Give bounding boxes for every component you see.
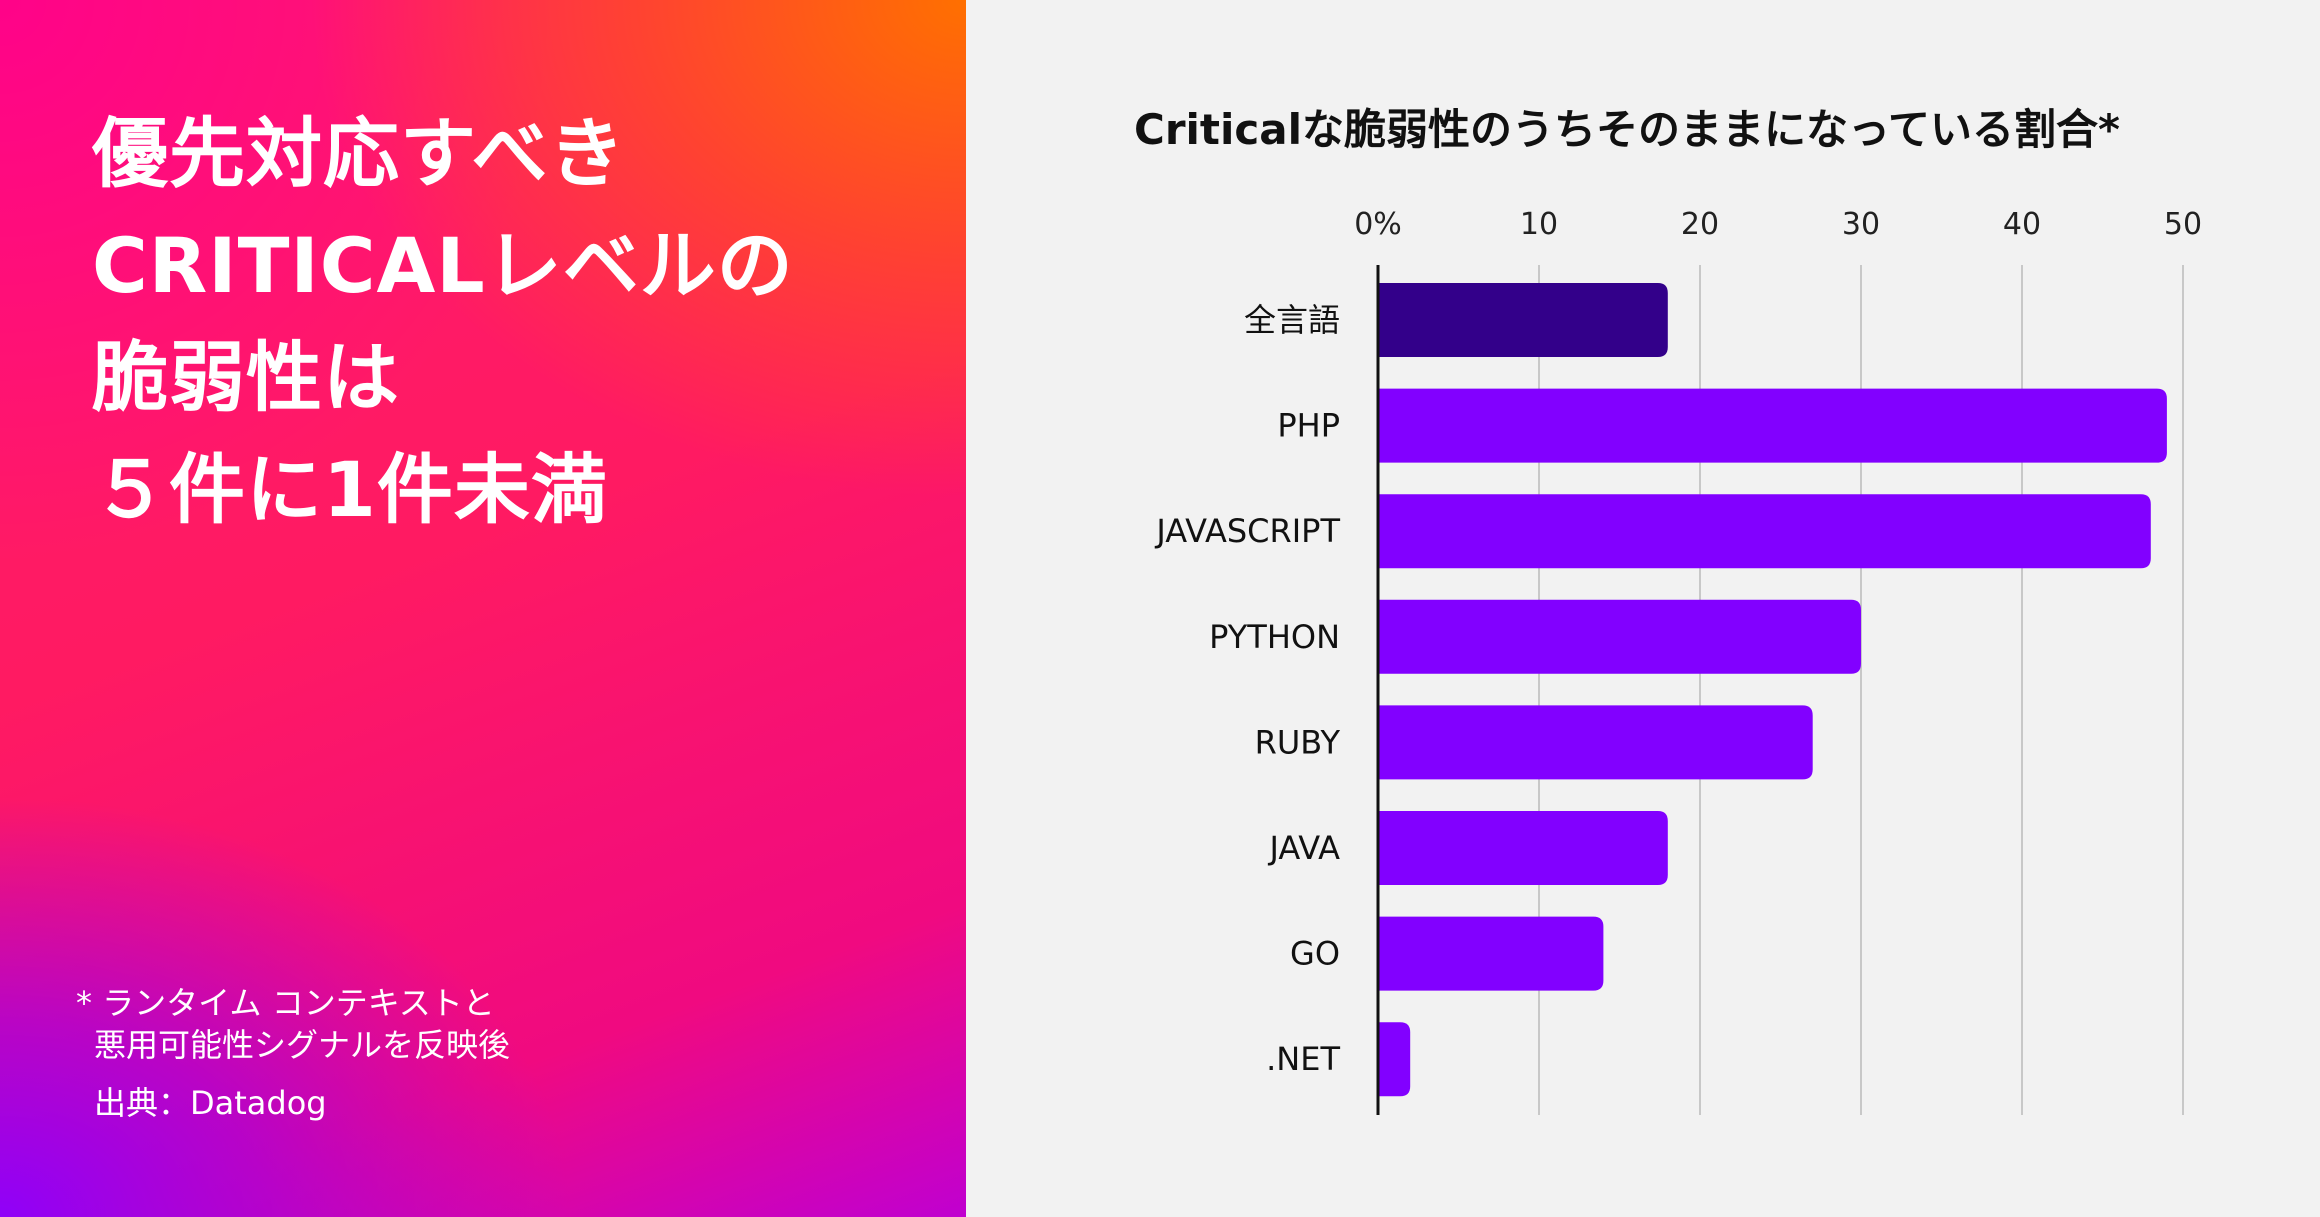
x-tick-label-50: 50 bbox=[2164, 207, 2202, 242]
bar-5 bbox=[1378, 811, 1668, 885]
category-label-4: RUBY bbox=[1255, 723, 1341, 761]
bar-6 bbox=[1378, 916, 1604, 991]
category-label-6: GO bbox=[1290, 935, 1340, 973]
bar-0 bbox=[1378, 283, 1668, 357]
category-label-1: PHP bbox=[1277, 407, 1340, 445]
x-tick-label-20: 20 bbox=[1681, 207, 1719, 242]
category-label-2: JAVASCRIPT bbox=[1154, 512, 1340, 550]
category-label-3: PYTHON bbox=[1209, 618, 1340, 656]
bar-4 bbox=[1378, 705, 1813, 780]
bar-2 bbox=[1378, 494, 2151, 569]
footnote: * ランタイム コンテキストと 悪用可能性シグナルを反映後 bbox=[76, 982, 510, 1066]
bar-7 bbox=[1378, 1022, 1411, 1097]
headline: 優先対応すべき CRITICALレベルの 脆弱性は ５件に1件未満 bbox=[92, 98, 794, 546]
category-label-5: JAVA bbox=[1268, 829, 1341, 867]
x-tick-label-40: 40 bbox=[2003, 207, 2041, 242]
bar-3 bbox=[1378, 599, 1861, 674]
category-label-7: .NET bbox=[1266, 1040, 1340, 1078]
headline-line-2: CRITICALレベルの bbox=[92, 221, 794, 310]
x-tick-label-10: 10 bbox=[1520, 207, 1558, 242]
x-tick-label-0: 0% bbox=[1354, 207, 1402, 242]
headline-line-1: 優先対応すべき bbox=[92, 109, 626, 198]
footnote-line-1: * ランタイム コンテキストと bbox=[76, 984, 495, 1022]
headline-line-3: 脆弱性は bbox=[92, 333, 400, 422]
chart-title: Criticalな脆弱性のうちそのままになっている割合* bbox=[1134, 105, 2120, 154]
source-credit: 出典：Datadog bbox=[94, 1084, 327, 1122]
headline-line-4: ５件に1件未満 bbox=[92, 445, 608, 534]
footnote-line-2: 悪用可能性シグナルを反映後 bbox=[94, 1026, 511, 1064]
category-label-0: 全言語 bbox=[1244, 301, 1340, 339]
bar-1 bbox=[1378, 388, 2167, 463]
x-tick-label-30: 30 bbox=[1842, 207, 1880, 242]
headline-panel: 優先対応すべき CRITICALレベルの 脆弱性は ５件に1件未満 * ランタイ… bbox=[0, 0, 966, 1217]
